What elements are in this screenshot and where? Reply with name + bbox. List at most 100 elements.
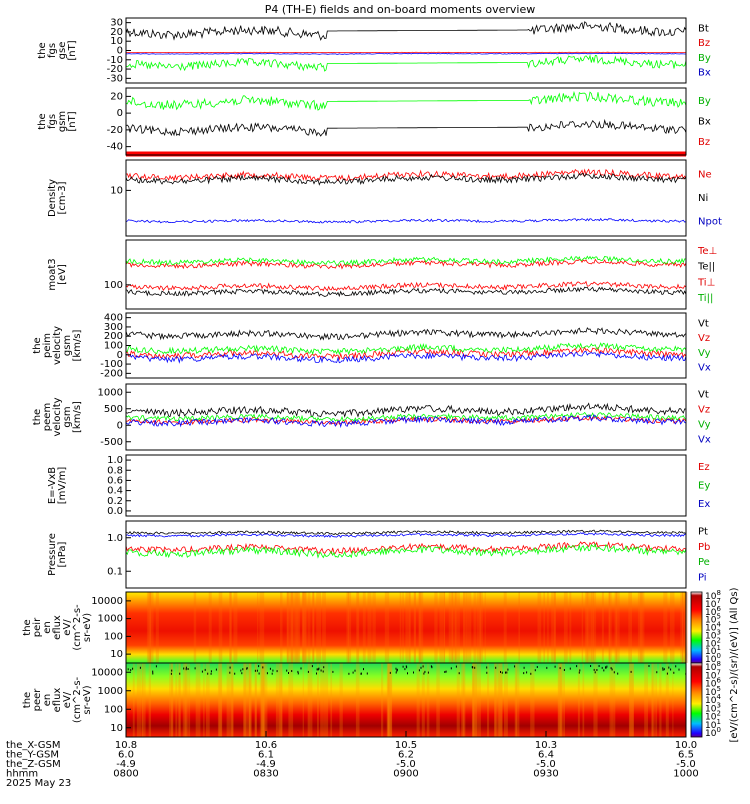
y-axis-label: [km/s] — [72, 401, 83, 433]
spectrogram-stripe — [291, 592, 296, 663]
y-axis-label: [nPa] — [57, 541, 68, 567]
legend-bx: Bx — [698, 68, 711, 79]
panel-frame — [125, 239, 687, 310]
spectrogram-stripe — [339, 663, 343, 737]
spectrogram-dot — [673, 671, 675, 674]
spectrogram-stripe — [312, 592, 314, 663]
y-axis-label: peem — [42, 403, 53, 431]
series-bx-line — [125, 52, 686, 55]
spectrogram-dot — [526, 671, 528, 674]
spectrogram-dot — [523, 666, 525, 669]
spectrogram-dot — [563, 669, 565, 671]
spectrogram-stripe — [543, 592, 545, 663]
panel-frame — [125, 454, 687, 517]
spectrogram-dot — [179, 672, 181, 675]
y-axis-label: the — [32, 337, 43, 353]
legend-pe: Pe — [698, 557, 710, 568]
spectrogram-stripe — [291, 592, 293, 663]
spectrogram-dot — [170, 672, 172, 675]
spectrogram-dot — [152, 670, 154, 673]
spectrogram-dot — [130, 669, 132, 672]
spectrogram-dot — [445, 670, 447, 673]
spectrogram-stripe — [461, 663, 465, 737]
spectrogram-dot — [360, 672, 362, 675]
spectrogram-stripe — [473, 592, 477, 663]
spectrogram-stripe — [413, 592, 416, 663]
series-vz-line — [125, 346, 687, 361]
spectrogram-stripe — [280, 592, 283, 663]
spectrogram-dot — [262, 666, 264, 669]
spectrogram-dot — [307, 670, 309, 673]
spectrogram-stripe — [558, 663, 562, 737]
spectrogram-dot — [332, 670, 334, 673]
legend-vy: Vy — [698, 420, 711, 431]
y-tick-label: 0 — [117, 350, 123, 361]
y-tick-label: 200 — [104, 331, 123, 342]
spectrogram-stripe — [663, 592, 668, 663]
spectrogram-dot — [601, 666, 603, 669]
x-row-label: the_Z-GSM — [6, 759, 61, 770]
x-tick-label: 6.2 — [398, 750, 414, 761]
series-bx-line — [125, 118, 687, 137]
spectrogram-dot — [598, 665, 600, 667]
y-tick-label: 1.0 — [107, 533, 123, 544]
x-tick-label: 10.3 — [535, 740, 557, 751]
panel-3: 10 Density [cm-3] Ne Ni Npot — [47, 159, 722, 237]
spectrogram-dot — [316, 668, 318, 671]
series-te-line — [125, 258, 687, 270]
spectrogram-dot — [678, 668, 680, 671]
spectrogram-dot — [254, 669, 256, 672]
x-tick-label: 0930 — [533, 769, 558, 780]
y-axis-label: sr-eV) — [82, 613, 93, 642]
spectrogram-dot — [486, 666, 488, 669]
spectrogram-stripe — [132, 663, 135, 737]
spectrogram-stripe — [155, 592, 159, 663]
spectrogram-dot — [536, 666, 538, 668]
y-tick-label: 400 — [104, 313, 123, 324]
spectrogram-stripe — [357, 592, 360, 663]
spectrogram-dot — [155, 665, 157, 668]
spectrogram-stripe — [264, 663, 268, 737]
spectrogram-stripe — [262, 663, 266, 737]
spectrogram-dot — [662, 667, 664, 670]
spectrogram-stripe — [255, 663, 257, 737]
x-tick-label: 10.6 — [255, 740, 277, 751]
spectrogram-stripe — [231, 663, 234, 737]
x-tick-label: -5.0 — [676, 759, 696, 770]
spectrogram — [126, 663, 686, 737]
spectrogram-dot — [579, 669, 581, 672]
legend-pt: Pt — [698, 527, 708, 538]
spectrogram-stripe — [248, 663, 252, 737]
series-vt-line — [125, 327, 687, 341]
spectrogram-stripe — [317, 663, 319, 737]
spectrogram-dot — [630, 670, 632, 673]
spectrogram-stripe — [484, 592, 486, 663]
spectrogram-stripe — [563, 663, 565, 737]
series-by-line — [125, 90, 687, 111]
spectrogram-dot — [185, 666, 187, 669]
spectrogram-dot — [530, 672, 532, 675]
spectrogram-stripe — [551, 592, 556, 663]
spectrogram-dot — [317, 668, 319, 671]
spectrogram-stripe — [218, 663, 222, 737]
spectrogram-dot — [662, 668, 664, 671]
spectrogram-dot — [258, 672, 260, 675]
y-axis-label: fgs — [47, 114, 58, 129]
spectrogram-dot — [666, 672, 668, 675]
spectrogram-dot — [603, 669, 605, 672]
spectrogram-dot — [258, 665, 260, 668]
spectrogram-dot — [269, 667, 271, 670]
spectrogram-stripe — [229, 592, 232, 663]
spectrogram-dot — [201, 670, 203, 673]
spectrogram-dot — [207, 672, 209, 675]
series-te-line — [125, 286, 687, 298]
spectrogram-stripe — [637, 592, 643, 663]
spectrogram-stripe — [682, 592, 686, 663]
spectrogram-dot — [422, 665, 424, 668]
spectrogram-dot — [675, 665, 677, 668]
spectrogram-dot — [495, 666, 497, 669]
spectrogram-dot — [323, 666, 325, 669]
y-tick-label: 300 — [104, 322, 123, 333]
spectrogram-dot — [297, 672, 299, 675]
